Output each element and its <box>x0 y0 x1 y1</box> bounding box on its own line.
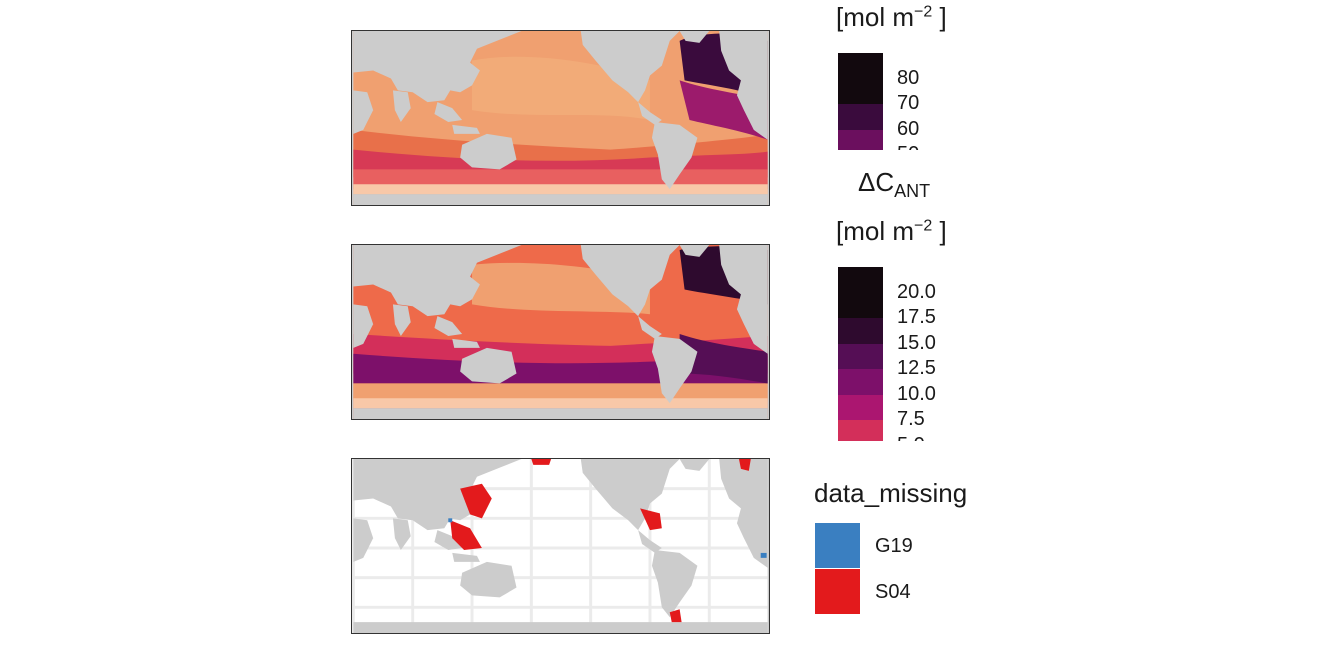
legend-top-colorbar <box>838 53 883 150</box>
land-mass <box>460 347 517 384</box>
legend-middle-tick-label: 7.5 <box>897 408 925 430</box>
ocean-band <box>679 80 768 140</box>
land-mass <box>651 335 698 404</box>
map-panel-bottom <box>351 458 770 634</box>
legend-top-ticks: 80 70 60 50 <box>897 53 957 151</box>
legend-middle-swatch <box>838 343 883 369</box>
legend-middle-tick-label: 17.5 <box>897 306 936 328</box>
legend-middle-tick-label: 15.0 <box>897 331 936 354</box>
map-panel-top <box>351 30 770 206</box>
missing-patch-s04 <box>738 459 751 471</box>
legend-middle-swatch <box>838 292 883 318</box>
land-mass <box>353 459 522 531</box>
legend-top-tick-label: 60 <box>897 117 920 140</box>
legend-top-swatch <box>838 104 883 130</box>
land-mass <box>434 102 463 122</box>
land-mass <box>392 304 411 336</box>
missing-patch-g19 <box>448 518 453 523</box>
legend-top-swatch <box>838 129 883 150</box>
land-mass <box>679 245 710 257</box>
legend-middle-swatch <box>838 420 883 441</box>
land-mass <box>353 408 768 419</box>
land-mass <box>638 102 662 125</box>
ocean-band <box>353 184 768 195</box>
map-middle-heatmap <box>353 245 768 419</box>
land-mass <box>460 133 517 170</box>
legend-middle-swatch <box>838 318 883 344</box>
land-mass <box>719 459 768 568</box>
land-mass <box>719 31 768 140</box>
legend-middle-tick-label: 10.0 <box>897 382 936 405</box>
land-mass <box>452 338 480 348</box>
land-mass <box>353 304 374 348</box>
map-top-heatmap <box>353 31 768 205</box>
legend-middle-tick-label: 12.5 <box>897 357 936 379</box>
map-bottom-missing <box>352 459 768 633</box>
land-mass <box>353 622 768 633</box>
land-mass <box>651 549 698 618</box>
land-mass <box>434 530 463 550</box>
legend-middle-colorbar <box>838 267 883 441</box>
missing-patch-s04 <box>531 459 552 465</box>
land-mass <box>679 31 710 43</box>
land-mass <box>353 194 768 205</box>
legend-middle-title: ΔCANT <box>858 167 931 202</box>
land-mass <box>580 31 680 103</box>
land-mass <box>719 245 768 354</box>
legend-top-unit: [mol m−2 ] <box>836 2 947 32</box>
legend-label-g19: G19 <box>875 535 913 557</box>
legend-middle-tick-label: 20.0 <box>897 280 936 303</box>
missing-patch-g19 <box>760 552 767 558</box>
land-mass <box>392 518 411 550</box>
land-mass <box>638 530 662 553</box>
legend-top-tick-label: 50 <box>897 143 919 150</box>
land-mass <box>651 121 698 190</box>
land-mass <box>353 90 374 134</box>
land-mass <box>452 552 480 562</box>
ocean-band <box>679 333 768 384</box>
land-mass <box>353 245 522 317</box>
land-mass <box>353 518 374 562</box>
land-mass <box>434 316 463 336</box>
land-mass <box>353 31 522 103</box>
land-mass <box>392 90 411 122</box>
land-mass <box>452 124 480 134</box>
legend-middle-swatch <box>838 394 883 420</box>
ocean-band <box>472 56 650 120</box>
legend-top-tick-label: 70 <box>897 92 920 114</box>
land-mass <box>580 459 680 531</box>
legend-label-s04: S04 <box>875 581 911 603</box>
missing-patch-s04 <box>669 609 682 623</box>
legend-middle-swatch-top <box>838 267 883 293</box>
legend-middle-unit: [mol m−2 ] <box>836 216 947 246</box>
legend-top-tick-label: 80 <box>897 66 920 89</box>
legend-bottom-title: data_missing <box>814 478 968 508</box>
map-panel-middle <box>351 244 770 420</box>
legend-top-swatch <box>838 78 883 104</box>
missing-patch-s04 <box>450 520 482 550</box>
legend-top-swatch-top <box>838 53 883 79</box>
ocean-band <box>353 398 768 409</box>
legend-middle-ticks: 20.0 17.5 15.0 12.5 10.0 7.5 5.0 <box>897 267 957 442</box>
land-mass <box>580 245 680 317</box>
legend-middle-tick-label: 5.0 <box>897 434 925 442</box>
land-mass <box>460 561 517 598</box>
legend-middle-swatch <box>838 369 883 395</box>
missing-patch-s04 <box>460 483 492 519</box>
land-mass <box>638 316 662 339</box>
missing-patch-s04 <box>640 508 662 531</box>
legend-key-g19 <box>815 523 860 568</box>
legend-key-s04 <box>815 569 860 614</box>
land-mass <box>679 459 710 471</box>
